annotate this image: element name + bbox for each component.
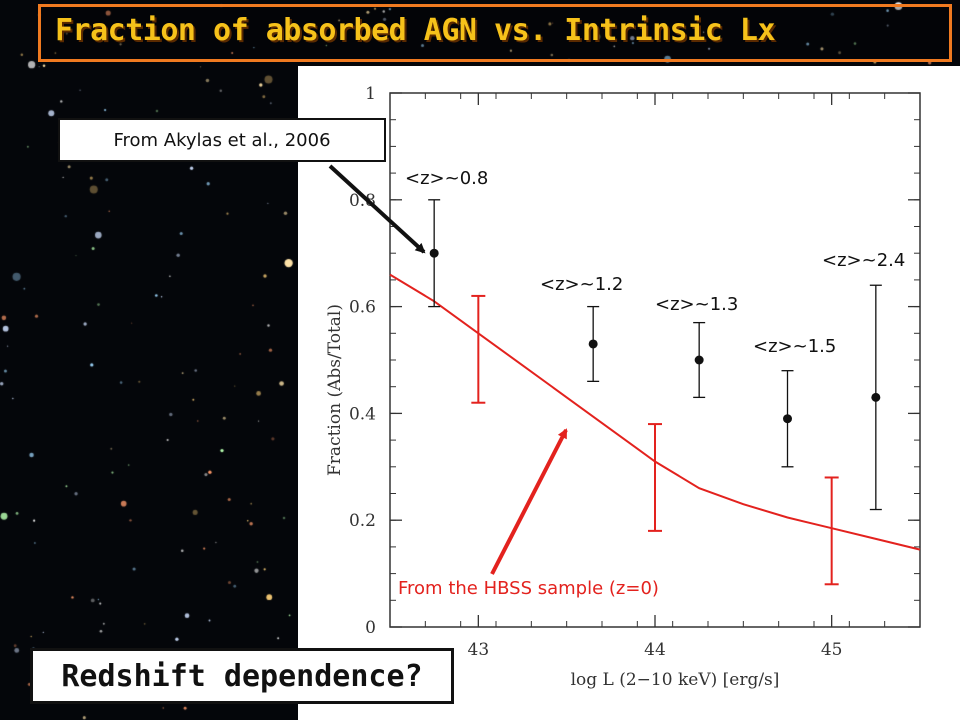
redshift-question-text: Redshift dependence?	[61, 658, 423, 694]
x-tick-label: 44	[644, 640, 666, 660]
x-tick-label: 43	[468, 640, 490, 660]
x-axis-label: log L (2−10 keV) [erg/s]	[571, 670, 780, 690]
y-tick-label: 0.2	[349, 511, 376, 531]
x-tick-label: 45	[821, 640, 843, 660]
data-point	[694, 355, 704, 365]
y-tick-label: 0.4	[349, 404, 376, 424]
fraction-vs-luminosity-chart: 0 0.2 0.4 0.6 0.8 1 43 44 45 log L (2−10 keV) [er…	[325, 84, 921, 690]
y-tick-label: 0.8	[349, 191, 376, 211]
data-point	[783, 414, 792, 424]
redshift-label-3: <z>~1.3	[655, 294, 739, 315]
y-tick-label: 0.6	[349, 298, 376, 318]
redshift-label-4: <z>~1.5	[753, 336, 837, 357]
redshift-question-box: Redshift dependence?	[30, 648, 454, 704]
redshift-label-2: <z>~1.2	[540, 274, 624, 295]
data-point	[871, 392, 881, 402]
hbss-sample-label: From the HBSS sample (z=0)	[398, 578, 659, 599]
slide-title-box: Fraction of absorbed AGN vs. Intrinsic L…	[38, 4, 952, 62]
redshift-label-5: <z>~2.4	[822, 250, 906, 271]
data-point	[588, 339, 598, 349]
akylas-callout: From Akylas et al., 2006	[58, 118, 386, 162]
y-axis-label: Fraction (Abs/Total)	[325, 304, 345, 476]
chart-panel: 0 0.2 0.4 0.6 0.8 1 43 44 45 log L (2−10 keV) [er…	[298, 66, 960, 720]
akylas-callout-text: From Akylas et al., 2006	[113, 129, 331, 151]
data-point	[429, 248, 439, 258]
redshift-label-1: <z>~0.8	[405, 168, 489, 189]
y-tick-label: 1	[365, 84, 376, 104]
slide-title: Fraction of absorbed AGN vs. Intrinsic L…	[55, 13, 776, 48]
y-tick-label: 0	[365, 618, 376, 638]
